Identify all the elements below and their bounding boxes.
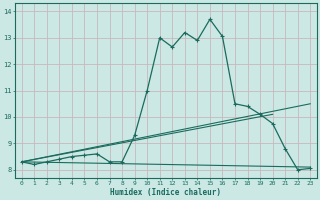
X-axis label: Humidex (Indice chaleur): Humidex (Indice chaleur) xyxy=(110,188,221,197)
